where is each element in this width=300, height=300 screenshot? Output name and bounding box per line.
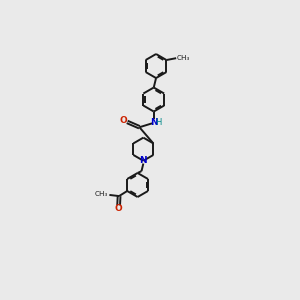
Text: N: N: [150, 118, 157, 127]
Text: N: N: [140, 157, 147, 166]
Text: H: H: [155, 118, 161, 127]
Text: CH₃: CH₃: [95, 191, 109, 197]
Text: CH₃: CH₃: [177, 55, 190, 61]
Text: O: O: [115, 204, 122, 213]
Text: O: O: [120, 116, 128, 125]
